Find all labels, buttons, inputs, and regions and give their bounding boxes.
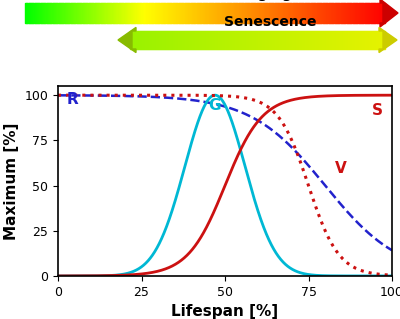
Text: G: G	[209, 98, 221, 113]
Text: Aging: Aging	[248, 0, 292, 1]
FancyArrow shape	[380, 0, 398, 27]
X-axis label: Lifespan [%]: Lifespan [%]	[172, 304, 278, 319]
FancyArrow shape	[379, 27, 397, 53]
Text: S: S	[372, 103, 383, 118]
FancyArrow shape	[118, 27, 136, 53]
Text: R: R	[66, 92, 78, 107]
Y-axis label: Maximum [%]: Maximum [%]	[4, 122, 19, 240]
Text: V: V	[335, 161, 347, 176]
Text: Senescence: Senescence	[224, 15, 316, 29]
